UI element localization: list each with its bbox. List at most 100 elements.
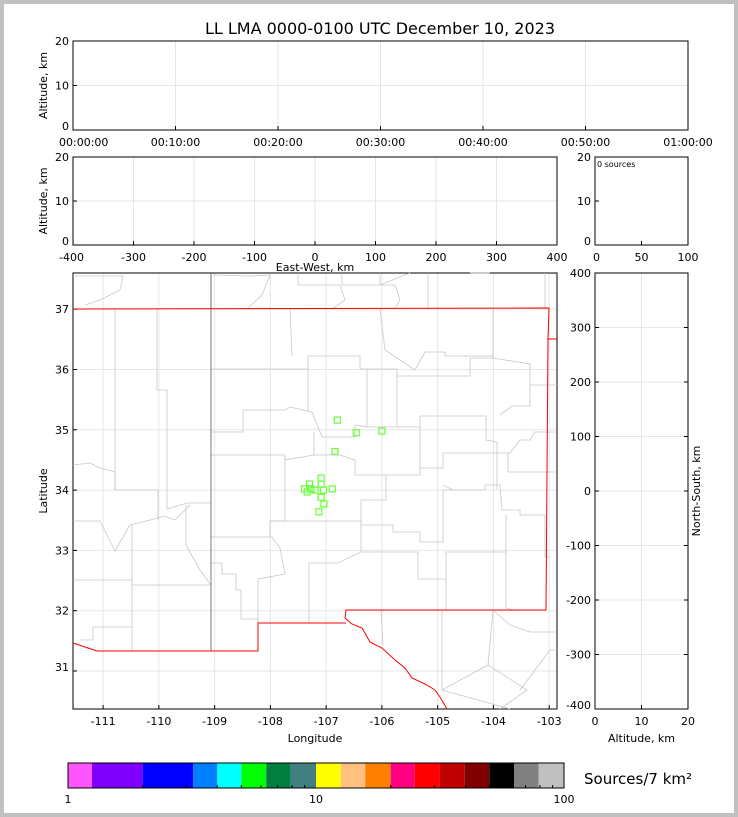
y-tick-label: 20 [55,151,69,164]
colorbar-swatch [489,763,515,788]
source-point [305,480,314,488]
colorbar-swatch [142,763,194,788]
panel-ew: -400 -300 -200 -100 0 100 200 300 400 0 10 20 Altitu… [37,151,568,274]
x-tick-label: 01:00:00 [663,136,712,149]
colorbar-tick-label: 100 [554,793,575,806]
figure-background [4,4,734,813]
x-axis-label: Longitude [288,732,343,745]
source-point [352,429,360,437]
x-tick-label: -100 [242,251,267,264]
x-tick-label: -110 [146,715,171,728]
map-boundaries [72,272,557,710]
figure-title: LL LMA 0000-0100 UTC December 10, 2023 [205,19,555,38]
colorbar-swatch [439,763,465,788]
colorbar-swatch [92,763,143,788]
x-tick-label: -104 [481,715,506,728]
x-tick-label: 400 [547,251,568,264]
y-tick-label: 300 [570,322,591,335]
x-tick-label: 0 [593,251,600,264]
x-tick-label: 00:00:00 [59,136,108,149]
y-tick-label: 36 [55,363,69,376]
colorbar-swatch [464,763,490,788]
y-tick-label: 200 [570,376,591,389]
x-tick-label: 100 [678,251,699,264]
source-point [328,485,336,493]
y-axis-label: North-South, km [690,446,703,537]
colorbar-swatch [68,763,93,788]
source-point [333,416,341,424]
y-tick-label: 400 [570,267,591,280]
y-tick-label: 0 [584,235,591,248]
colorbar-label: Sources/7 km² [584,770,692,788]
colorbar-frame [67,762,565,789]
colorbar-swatch [316,763,341,788]
colorbar-swatch [217,763,242,788]
x-tick-label: -108 [258,715,283,728]
x-axis-label: East-West, km [276,261,354,274]
y-tick-label: -200 [566,594,591,607]
source-point [303,488,311,496]
x-tick-label: -106 [369,715,394,728]
source-point [320,500,328,508]
x-tick-label: -103 [537,715,562,728]
x-tick-label: -109 [202,715,227,728]
y-tick-label: -400 [566,699,591,712]
colorbar-swatch [340,763,366,788]
colorbar-swatch [365,763,391,788]
y-tick-label: 0 [62,235,69,248]
y-axis-label: Altitude, km [37,52,50,119]
x-tick-label: 20 [681,715,695,728]
x-tick-label: 200 [426,251,447,264]
y-tick-label: 0 [584,485,591,498]
x-tick-label: 10 [635,715,649,728]
x-tick-label: 00:30:00 [356,136,405,149]
y-tick-label: 10 [577,195,591,208]
colorbar: 1 10 100 [65,762,575,806]
x-tick-label: 00:10:00 [151,136,200,149]
colorbar-swatch [193,763,218,788]
y-tick-label: 35 [55,424,69,437]
x-tick-label: -105 [425,715,450,728]
y-axis-label: Latitude [37,468,50,514]
colorbar-swatch [390,763,415,788]
source-point [315,508,323,516]
y-tick-label: 10 [55,195,69,208]
source-count-annotation: 0 sources [597,160,635,169]
panel-map: -111 -110 -109 -108 -107 -106 -105 -104 -103 31 32… [37,272,562,745]
x-tick-label: -200 [182,251,207,264]
x-tick-label: 00:50:00 [561,136,610,149]
x-tick-label: -111 [91,715,116,728]
axes-frame [72,272,558,710]
panel-time: 00:00:00 00:10:00 00:20:00 00:30:00 00:40:00… [37,35,713,149]
panel-ns: 0 10 20 -400 -300 -200 -100 0 100 200 300 400 North-… [566,267,703,745]
colorbar-tick-label: 1 [65,793,72,806]
source-point [378,427,386,435]
axes-frame [72,40,689,131]
axes-frame [594,272,689,710]
colorbar-tick-label: 10 [309,793,323,806]
x-axis-label: Altitude, km [608,732,675,745]
panel-hist: 0 50 100 0 10 20 [577,151,699,264]
y-tick-label: 32 [55,605,69,618]
colorbar-swatch [241,763,267,788]
x-tick-label: 00:20:00 [253,136,302,149]
x-tick-label: -107 [314,715,339,728]
y-tick-label: 20 [55,35,69,48]
source-point [317,493,325,501]
x-tick-label: 0 [312,251,319,264]
x-tick-label: 300 [486,251,507,264]
y-tick-label: -100 [566,540,591,553]
y-tick-label: -300 [566,649,591,662]
colorbar-swatch [414,763,440,788]
x-tick-label: 100 [365,251,386,264]
source-point [311,486,319,494]
y-tick-label: 0 [62,120,69,133]
y-tick-label: 37 [55,303,69,316]
x-tick-label: 00:40:00 [458,136,507,149]
y-tick-label: 33 [55,544,69,557]
y-axis-label: Altitude, km [37,167,50,234]
y-tick-label: 20 [577,151,591,164]
colorbar-swatch [514,763,539,788]
colorbar-swatch [538,763,564,788]
